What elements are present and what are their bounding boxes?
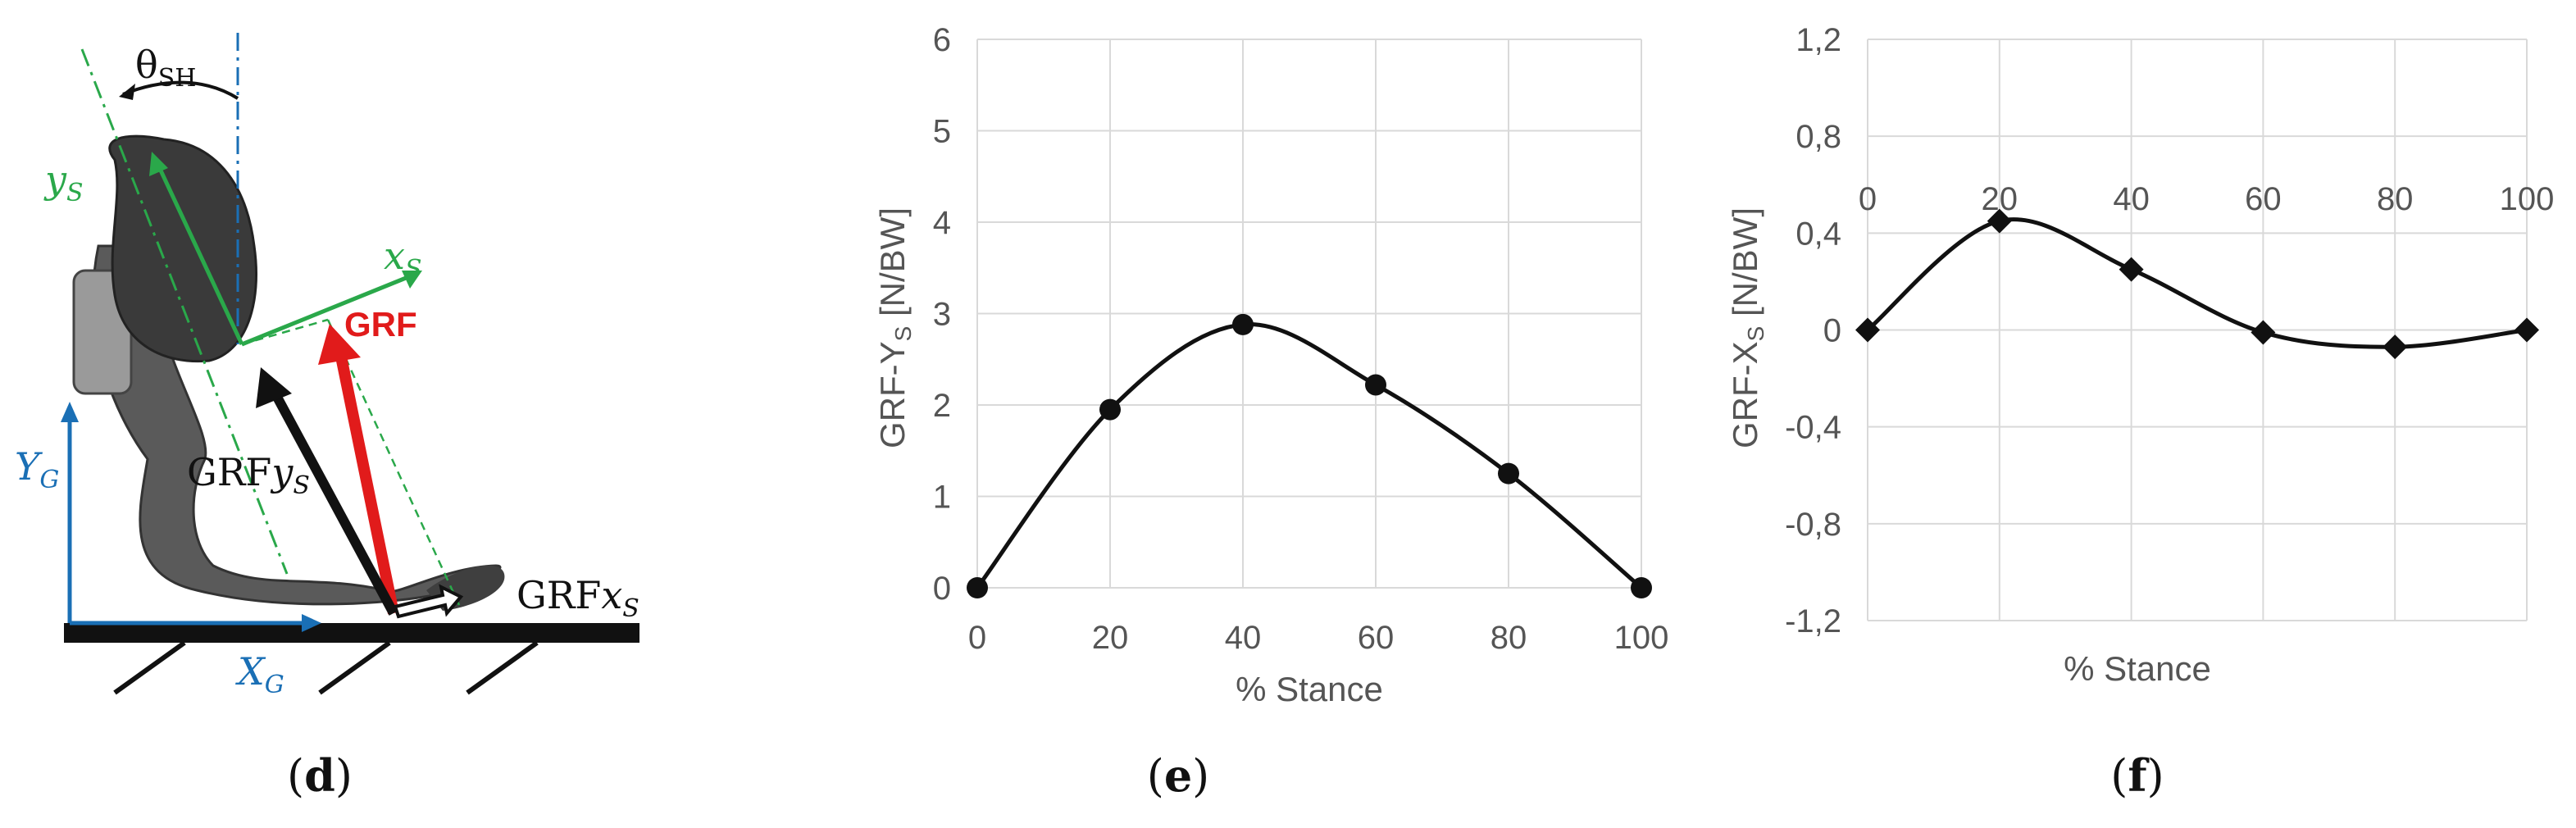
y-tick-label: -0,4 xyxy=(1785,410,1841,446)
data-points xyxy=(967,313,1652,598)
data-point xyxy=(967,577,988,598)
shank-axis-line xyxy=(80,48,289,575)
y-tick-label: 0 xyxy=(1823,313,1841,349)
ground-bar xyxy=(64,623,639,643)
yg-arrowhead xyxy=(61,402,79,422)
angle-label: θSH xyxy=(135,43,196,93)
grf-arrowhead xyxy=(318,324,361,365)
data-point xyxy=(2383,334,2408,360)
xg-label: XG xyxy=(235,649,284,699)
yg-label: YG xyxy=(15,444,59,494)
ground-hatch-3 xyxy=(466,640,539,695)
xs-label: xS xyxy=(384,234,422,284)
y-axis-title: GRF-XS [N/BW] xyxy=(1726,207,1768,448)
y-tick-label: 0,4 xyxy=(1795,216,1841,252)
panel-label-d: (d) xyxy=(287,749,353,802)
ys-axis xyxy=(153,158,244,346)
data-point xyxy=(2251,320,2276,345)
xg-arrowhead xyxy=(302,614,321,632)
grf-label: GRF xyxy=(344,305,417,343)
data-point xyxy=(1987,208,2012,234)
socket xyxy=(108,134,257,363)
grf-ys-arrowhead xyxy=(256,367,292,408)
grf-ys-arrow-shaft xyxy=(268,387,398,616)
y-tick-label: 1 xyxy=(933,480,951,516)
y-tick-label: 4 xyxy=(933,205,951,241)
x-tick-labels: 0 20 40 60 80 100 xyxy=(968,620,1669,656)
data-point xyxy=(1232,313,1254,335)
angle-arc xyxy=(122,80,239,100)
x-tick-label: 0 xyxy=(968,620,986,656)
x-tick-label: 60 xyxy=(1358,620,1395,656)
data-point xyxy=(1498,462,1519,485)
y-tick-label: 1,2 xyxy=(1795,22,1841,58)
series-line xyxy=(1866,217,2528,349)
data-point xyxy=(1855,317,1880,343)
ys-arrowhead xyxy=(149,152,168,176)
x-tick-label: 100 xyxy=(2500,181,2555,217)
grid xyxy=(1867,39,2528,621)
x-tick-label: 0 xyxy=(1859,181,1877,217)
y-tick-labels: 0 1 2 3 4 5 6 xyxy=(933,22,951,607)
series-line xyxy=(975,322,1643,589)
y-tick-label: 6 xyxy=(933,22,951,58)
x-tick-labels: 0 20 40 60 80 100 xyxy=(1859,181,2555,217)
data-point xyxy=(2119,257,2144,282)
x-axis-title: % Stance xyxy=(1236,670,1383,708)
data-point xyxy=(1099,398,1121,421)
y-tick-label: -0,8 xyxy=(1785,507,1841,543)
ground-hatch-2 xyxy=(318,640,391,695)
data-point xyxy=(1631,577,1652,598)
chart-grf-ys: 0 1 2 3 4 5 6 0 20 40 60 80 100 % Stance GRF-YS [N/… xyxy=(873,22,1668,802)
prosthesis-diagram: θSH yS xS GRF GRFyS GRFxS YG XG (d) xyxy=(15,33,639,802)
ground-hatch-1 xyxy=(113,640,186,695)
data-point xyxy=(1365,374,1386,396)
x-tick-label: 100 xyxy=(1614,620,1669,656)
projection-line-right xyxy=(326,319,461,606)
grf-arrow-shaft xyxy=(335,351,399,615)
projection-line-top xyxy=(241,318,329,346)
y-tick-label: -1,2 xyxy=(1785,603,1841,639)
xs-arrowhead xyxy=(402,271,422,289)
x-tick-label: 40 xyxy=(1225,620,1262,656)
x-axis-title: % Stance xyxy=(2064,649,2211,688)
y-tick-label: 2 xyxy=(933,388,951,424)
xs-axis xyxy=(241,272,415,347)
data-point xyxy=(2515,317,2539,343)
grf-xs-arrow xyxy=(393,584,464,619)
y-tick-label: 3 xyxy=(933,297,951,333)
grf-ys-label: GRFyS xyxy=(187,450,310,500)
x-tick-label: 20 xyxy=(1092,620,1129,656)
y-axis-title: GRF-YS [N/BW] xyxy=(873,207,916,448)
y-tick-labels: -1,2 -0,8 -0,4 0 0,4 0,8 1,2 xyxy=(1785,22,1841,639)
chart-grf-xs: -1,2-0,8-0,400,40,81,2 0 20 40 60 80 100 % St… xyxy=(1726,22,2554,802)
x-tick-label: 60 xyxy=(2245,181,2282,217)
x-tick-label: 80 xyxy=(1491,620,1527,656)
grid xyxy=(976,39,1642,589)
y-tick-label: 0,8 xyxy=(1795,119,1841,155)
y-tick-label: 0 xyxy=(933,571,951,607)
y-tick-label: 5 xyxy=(933,114,951,150)
data-points xyxy=(1855,208,2539,360)
angle-arrowhead xyxy=(119,84,135,100)
panel-label-e: (e) xyxy=(1147,749,1210,802)
x-tick-label: 40 xyxy=(2113,181,2150,217)
panel-label-f: (f) xyxy=(2110,749,2164,802)
ys-label: yS xyxy=(43,157,84,207)
x-tick-label: 80 xyxy=(2377,181,2414,217)
grf-xs-label: GRFxS xyxy=(517,573,639,623)
